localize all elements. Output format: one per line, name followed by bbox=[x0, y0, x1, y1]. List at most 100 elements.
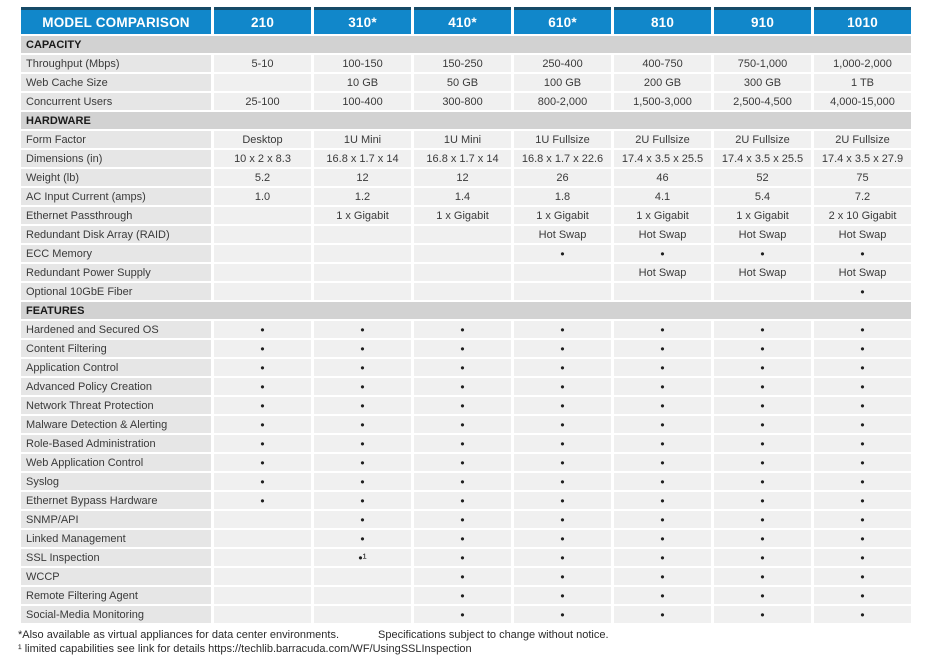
table-row: Redundant Power Supply Hot Swap Hot Swap Ho… bbox=[21, 264, 911, 281]
feature-dot: • bbox=[814, 378, 911, 395]
spec-value bbox=[314, 568, 411, 585]
feature-dot: • bbox=[414, 454, 511, 471]
feature-dot: • bbox=[614, 340, 711, 357]
row-label: Ethernet Bypass Hardware bbox=[21, 492, 211, 509]
table-row: Advanced Policy Creation • • • • • • • bbox=[21, 378, 911, 395]
row-label: Hardened and Secured OS bbox=[21, 321, 211, 338]
table-body: CAPACITY Throughput (Mbps) 5-10 100-150 150-… bbox=[21, 36, 911, 623]
feature-dot: • bbox=[414, 378, 511, 395]
spec-value: 300-800 bbox=[414, 93, 511, 110]
feature-dot: • bbox=[614, 397, 711, 414]
row-label: Syslog bbox=[21, 473, 211, 490]
table-row: Optional 10GbE Fiber • bbox=[21, 283, 911, 300]
feature-dot: • bbox=[714, 549, 811, 566]
spec-value: 1.0 bbox=[214, 188, 311, 205]
spec-value bbox=[314, 226, 411, 243]
feature-dot: • bbox=[214, 473, 311, 490]
table-row: Application Control • • • • • • • bbox=[21, 359, 911, 376]
table-row: Network Threat Protection • • • • • • • bbox=[21, 397, 911, 414]
feature-dot: • bbox=[714, 245, 811, 262]
spec-value: 250-400 bbox=[514, 55, 611, 72]
feature-dot: • bbox=[514, 473, 611, 490]
table-row: Hardened and Secured OS • • • • • • • bbox=[21, 321, 911, 338]
feature-dot: • bbox=[714, 606, 811, 623]
spec-value: Desktop bbox=[214, 131, 311, 148]
table-row: Dimensions (in) 10 x 2 x 8.3 16.8 x 1.7 x … bbox=[21, 150, 911, 167]
feature-dot: •¹ bbox=[314, 549, 411, 566]
spec-value: Hot Swap bbox=[714, 264, 811, 281]
spec-value: 800-2,000 bbox=[514, 93, 611, 110]
spec-value: 200 GB bbox=[614, 74, 711, 91]
feature-dot: • bbox=[814, 340, 911, 357]
feature-dot: • bbox=[414, 340, 511, 357]
feature-dot: • bbox=[514, 378, 611, 395]
feature-dot: • bbox=[614, 530, 711, 547]
feature-dot: • bbox=[414, 568, 511, 585]
spec-value bbox=[514, 264, 611, 281]
feature-dot: • bbox=[514, 530, 611, 547]
feature-dot: • bbox=[414, 397, 511, 414]
feature-dot: • bbox=[414, 473, 511, 490]
spec-value: 150-250 bbox=[414, 55, 511, 72]
feature-dot: • bbox=[614, 606, 711, 623]
feature-dot: • bbox=[414, 549, 511, 566]
spec-value: 17.4 x 3.5 x 25.5 bbox=[714, 150, 811, 167]
spec-value: 300 GB bbox=[714, 74, 811, 91]
row-label: Concurrent Users bbox=[21, 93, 211, 110]
feature-dot: • bbox=[214, 340, 311, 357]
table-row: Web Cache Size 10 GB 50 GB 100 GB 200 GB 300 … bbox=[21, 74, 911, 91]
spec-value bbox=[214, 568, 311, 585]
row-label: Remote Filtering Agent bbox=[21, 587, 211, 604]
spec-value bbox=[214, 74, 311, 91]
feature-dot: • bbox=[214, 492, 311, 509]
spec-value bbox=[414, 226, 511, 243]
spec-value: Hot Swap bbox=[514, 226, 611, 243]
feature-dot: • bbox=[414, 606, 511, 623]
row-label: Network Threat Protection bbox=[21, 397, 211, 414]
spec-value bbox=[414, 245, 511, 262]
feature-dot: • bbox=[314, 397, 411, 414]
feature-dot: • bbox=[614, 492, 711, 509]
spec-value bbox=[214, 283, 311, 300]
spec-value: 2U Fullsize bbox=[614, 131, 711, 148]
feature-dot: • bbox=[714, 397, 811, 414]
feature-dot: • bbox=[714, 568, 811, 585]
table-row: Role-Based Administration • • • • • • • bbox=[21, 435, 911, 452]
table-row: Malware Detection & Alerting • • • • • • • bbox=[21, 416, 911, 433]
spec-value: Hot Swap bbox=[714, 226, 811, 243]
row-label: SSL Inspection bbox=[21, 549, 211, 566]
feature-dot: • bbox=[614, 454, 711, 471]
column-header-810: 810 bbox=[614, 7, 711, 34]
table-row: Ethernet Bypass Hardware • • • • • • • bbox=[21, 492, 911, 509]
feature-dot: • bbox=[314, 530, 411, 547]
spec-value: Hot Swap bbox=[814, 264, 911, 281]
feature-dot: • bbox=[314, 378, 411, 395]
table-row: SNMP/API • • • • • • bbox=[21, 511, 911, 528]
feature-dot: • bbox=[514, 587, 611, 604]
spec-value: 1 x Gigabit bbox=[614, 207, 711, 224]
feature-dot: • bbox=[714, 587, 811, 604]
feature-dot: • bbox=[314, 454, 411, 471]
feature-dot: • bbox=[814, 549, 911, 566]
feature-dot: • bbox=[514, 245, 611, 262]
feature-dot: • bbox=[214, 435, 311, 452]
feature-dot: • bbox=[514, 549, 611, 566]
spec-value bbox=[414, 264, 511, 281]
feature-dot: • bbox=[614, 473, 711, 490]
feature-dot: • bbox=[314, 340, 411, 357]
feature-dot: • bbox=[814, 530, 911, 547]
feature-dot: • bbox=[314, 492, 411, 509]
spec-value: 16.8 x 1.7 x 22.6 bbox=[514, 150, 611, 167]
feature-dot: • bbox=[214, 359, 311, 376]
feature-dot: • bbox=[514, 435, 611, 452]
feature-dot: • bbox=[414, 530, 511, 547]
spec-value bbox=[214, 606, 311, 623]
spec-value bbox=[214, 245, 311, 262]
feature-dot: • bbox=[714, 359, 811, 376]
feature-dot: • bbox=[314, 435, 411, 452]
spec-value bbox=[214, 207, 311, 224]
feature-dot: • bbox=[714, 340, 811, 357]
spec-value bbox=[314, 587, 411, 604]
spec-value: 1.4 bbox=[414, 188, 511, 205]
